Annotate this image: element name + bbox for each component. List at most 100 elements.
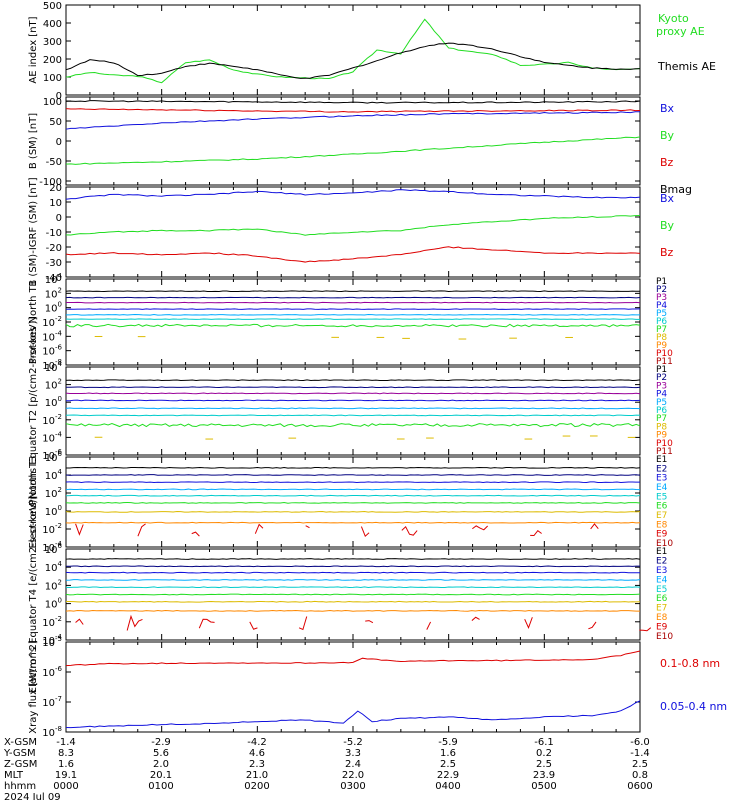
legend-label: E7 [656, 511, 667, 521]
legend-label: E8 [656, 520, 668, 530]
series-segment [472, 525, 489, 531]
legend-label: E5 [656, 492, 667, 502]
y-tick-label: 400 [43, 19, 62, 30]
y-tick-label: 102 [45, 486, 62, 500]
axis-row-value: 21.0 [246, 770, 268, 781]
y-axis-label: Xray flux [W/m^2] [28, 640, 39, 734]
series-line [65, 494, 641, 497]
legend-label: P11 [656, 447, 673, 457]
series-segment [75, 523, 84, 536]
y-tick-label: 10-8 [42, 358, 62, 372]
legend-label: P4 [656, 301, 667, 311]
legend-label: P1 [656, 277, 667, 287]
legend-label: Bz [660, 246, 674, 259]
series-line [65, 323, 641, 328]
y-tick-label: 100 [45, 301, 62, 315]
series-line [65, 650, 641, 667]
panel-frame [65, 4, 641, 96]
series-line [65, 593, 641, 596]
axis-row-value: 0300 [340, 781, 365, 792]
legend-label: E6 [656, 502, 668, 512]
series-line [65, 42, 641, 79]
series-segment [426, 621, 432, 630]
legend-label: P10 [656, 439, 673, 449]
axis-row-value: 0400 [435, 781, 460, 792]
y-tick-label: 200 [43, 55, 62, 66]
series-line [65, 314, 641, 316]
axis-row-value: 5.6 [153, 748, 169, 759]
y-tick-label: 500 [43, 1, 62, 12]
y-tick-label: 100 [45, 395, 62, 409]
axis-row-value: -4.2 [247, 737, 267, 748]
legend-label: Bz [660, 156, 674, 169]
series-segment [471, 616, 480, 621]
series-line [65, 502, 641, 504]
legend-label: Themis AE [657, 60, 716, 73]
legend-label: proxy AE [656, 25, 705, 38]
axis-row-value: 2.5 [536, 759, 552, 770]
axis-row-value: -5.2 [343, 737, 363, 748]
legend-label: P6 [656, 317, 667, 327]
y-tick-label: 102 [45, 578, 62, 592]
series-line [65, 290, 641, 292]
legend-label: By [660, 129, 675, 142]
axis-row-value: 3.3 [345, 748, 361, 759]
legend-label: By [660, 219, 675, 232]
axis-row-value: 2.5 [440, 759, 456, 770]
legend-label: E5 [656, 585, 667, 595]
legend-label: E2 [656, 464, 667, 474]
series-line [65, 488, 641, 491]
y-tick-label: 104 [45, 360, 63, 374]
y-tick-label: 100 [45, 504, 62, 518]
y-tick-label: 10-2 [42, 615, 62, 629]
y-tick-label: 100 [43, 97, 62, 108]
y-tick-label: 10-5 [42, 635, 62, 649]
series-line [65, 586, 641, 589]
axis-row-value: 2.0 [153, 759, 169, 770]
series-line [65, 571, 641, 574]
series-segment [126, 614, 143, 631]
legend-label: E1 [656, 547, 667, 557]
y-tick-label: -100 [39, 177, 62, 188]
legend-label: E2 [656, 556, 667, 566]
legend-label: P11 [656, 357, 673, 367]
legend-label: E10 [656, 539, 673, 549]
axis-row-value: 2.4 [345, 759, 361, 770]
axis-row-value: -5.9 [438, 737, 458, 748]
y-tick-label: 50 [49, 117, 62, 128]
series-line [65, 521, 641, 524]
series-line [65, 610, 641, 612]
y-tick-label: 10-2 [42, 522, 62, 536]
series-line [65, 511, 641, 513]
axis-row-value: 0600 [627, 781, 652, 792]
series-line [65, 214, 641, 236]
y-tick-label: 10-7 [42, 695, 62, 709]
series-line [65, 108, 641, 113]
legend-label: P2 [656, 373, 667, 383]
axis-row-value: -1.4 [630, 748, 650, 759]
legend-label: 0.05-0.4 nm [660, 700, 727, 713]
legend-label: E6 [656, 594, 668, 604]
series-line [65, 392, 641, 395]
y-tick-label: 10-4 [42, 540, 62, 554]
legend-label: P3 [656, 293, 667, 303]
axis-row-value: 20.1 [150, 770, 172, 781]
axis-row-value: 0.2 [536, 748, 552, 759]
legend-label: E4 [656, 575, 668, 585]
axis-row-label: hhmm [4, 781, 36, 792]
y-axis-label: B (SM) [nT] [28, 113, 39, 169]
y-axis-label: AE index [nT] [28, 16, 39, 83]
y-tick-label: 10-2 [42, 413, 62, 427]
series-line [65, 579, 641, 581]
series-segment [530, 530, 542, 537]
series-segment [639, 627, 652, 632]
series-segment [588, 621, 597, 630]
axis-row-value: 2.5 [632, 759, 648, 770]
legend-label: P1 [656, 365, 667, 375]
axis-row-value: -6.1 [534, 737, 554, 748]
series-line [65, 481, 641, 484]
axis-row-value: 0500 [531, 781, 556, 792]
series-segment [137, 523, 146, 537]
series-segment [254, 523, 264, 534]
y-tick-label: 10-4 [42, 633, 62, 647]
